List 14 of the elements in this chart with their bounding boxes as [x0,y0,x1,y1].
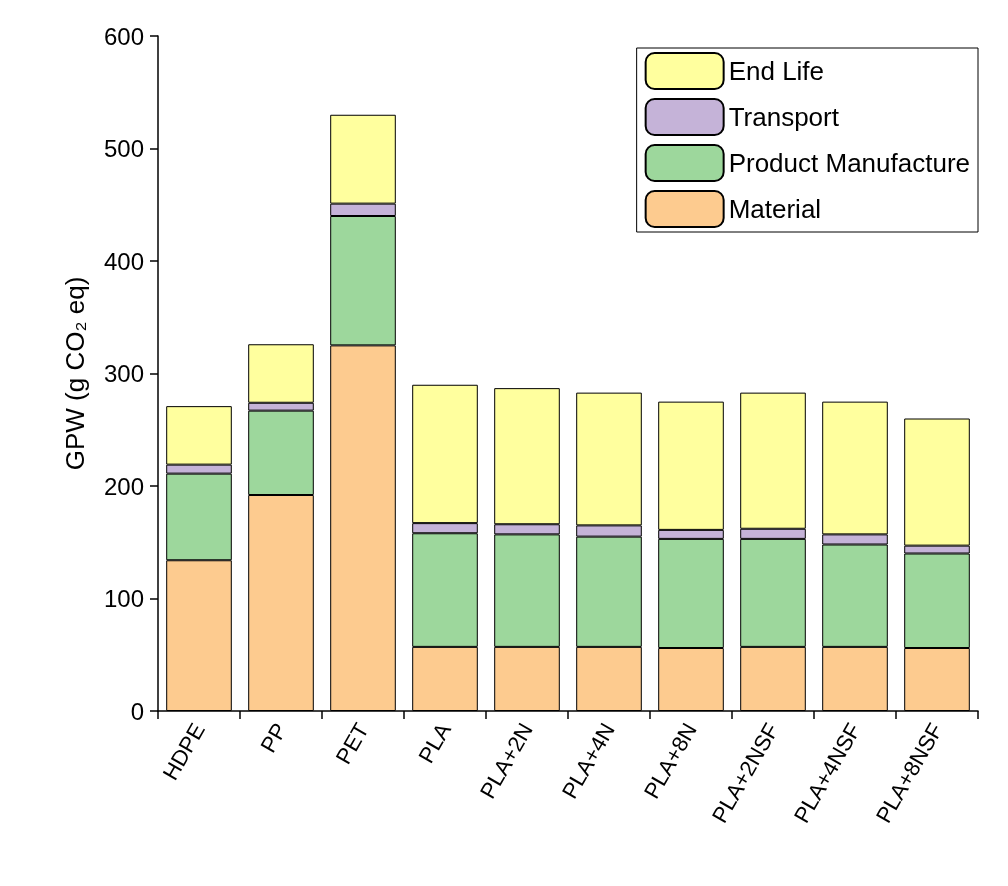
legend-label: Product Manufacture [728,148,971,178]
y-tick-label: 200 [103,472,144,500]
legend-label: End Life [728,56,825,86]
y-axis-title: GPW (g CO₂ eq) [60,276,90,471]
y-tick-label: 500 [103,135,144,162]
y-tick-label: 0 [130,697,144,725]
y-tick-label: 100 [103,585,144,612]
y-tick-label: 300 [103,360,144,387]
legend-label: Material [728,194,822,224]
x-tick-label: PP [255,718,292,757]
legend-label: Transport [728,102,840,132]
y-tick-label: 400 [103,247,144,275]
y-tick-label: 600 [103,22,144,50]
x-tick-label: PLA [413,718,456,768]
